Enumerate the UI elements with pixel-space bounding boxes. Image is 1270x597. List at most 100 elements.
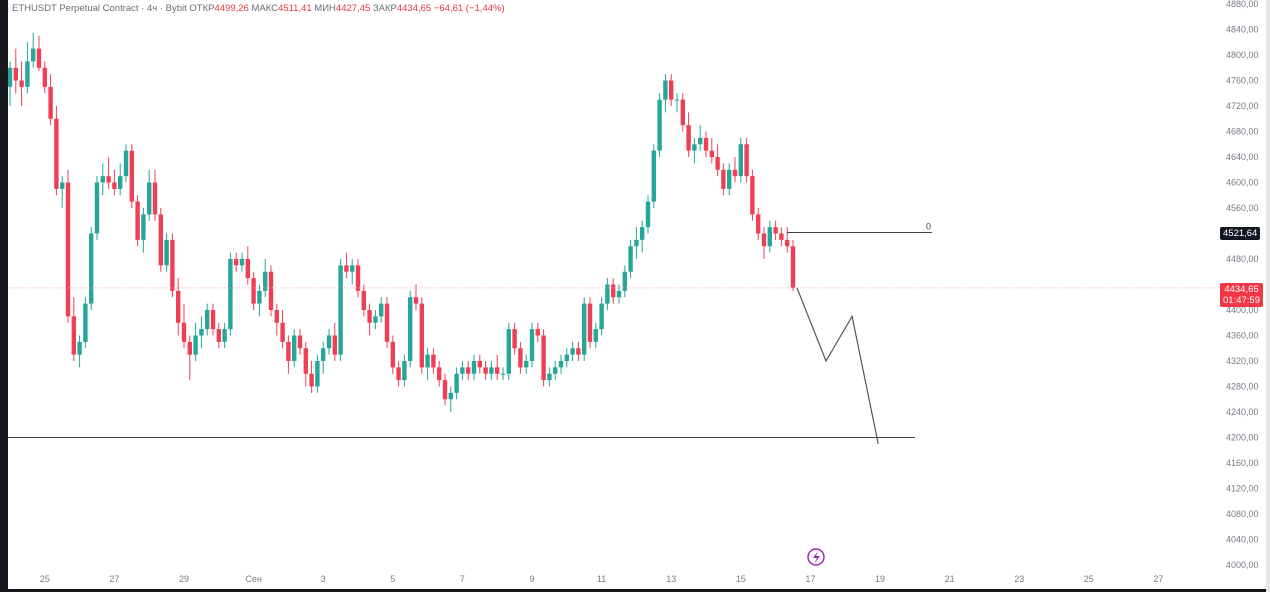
price-axis: 4000,00 4040,00 4080,00 4120,00 4160,00 4200,…	[1226, 0, 1259, 570]
candle-body	[738, 144, 743, 177]
candle-body	[170, 239, 175, 291]
candle-body	[408, 297, 413, 361]
low-value: 4427,45	[335, 3, 371, 14]
y-tick-label: 4800,00	[1226, 50, 1259, 60]
candle-body	[297, 335, 303, 349]
candle-body	[350, 265, 355, 272]
candle-body	[379, 303, 384, 317]
drawing-zero-label: 0	[926, 221, 931, 231]
change-value: −64,61 (−1,44%)	[433, 3, 505, 14]
candle-body	[593, 329, 598, 342]
candle-body	[599, 303, 604, 330]
candle-body	[674, 99, 680, 101]
candle-body	[535, 329, 540, 336]
candle-body	[419, 303, 424, 368]
candle-body	[193, 335, 198, 355]
candle-body	[744, 144, 749, 177]
candle-body	[141, 214, 146, 240]
candle-body	[48, 86, 53, 119]
candle-body	[245, 259, 250, 279]
projection-path	[796, 287, 879, 444]
candle-body	[506, 329, 511, 374]
candle-body	[773, 227, 778, 234]
x-tick-label: 27	[1153, 574, 1163, 584]
candle-body	[448, 392, 453, 400]
candle-body	[326, 335, 332, 349]
candle-body	[176, 290, 181, 323]
candle-body	[321, 348, 326, 361]
level-price-badge: 4521,64	[1220, 227, 1261, 240]
candle-body	[756, 214, 761, 234]
candle-body	[355, 265, 361, 291]
open-value: 4499,26	[214, 3, 249, 14]
candle-body	[413, 297, 419, 304]
candle-body	[292, 335, 297, 361]
candle-body	[31, 48, 36, 62]
high-value: 4511,41	[278, 3, 312, 14]
candle-body	[512, 329, 517, 349]
candle-body	[239, 259, 245, 266]
candle-body	[460, 367, 465, 374]
x-tick-label: 5	[390, 574, 395, 584]
close-value: 4434,65	[396, 3, 432, 14]
y-tick-label: 4160,00	[1226, 458, 1259, 468]
x-tick-label: Сен	[245, 574, 262, 584]
y-tick-label: 4200,00	[1226, 433, 1259, 443]
y-tick-label: 4480,00	[1226, 254, 1259, 264]
candle-body	[634, 239, 639, 247]
candle-body	[489, 367, 494, 374]
candle-body	[669, 80, 674, 100]
y-tick-label: 4040,00	[1226, 535, 1259, 545]
candle-body	[42, 67, 47, 87]
candle-body	[483, 367, 488, 374]
candle-body	[437, 367, 442, 381]
candle-body	[518, 348, 523, 368]
candle-body	[703, 137, 709, 151]
candle-body	[477, 361, 482, 368]
candle-body	[524, 361, 529, 368]
candle-body	[112, 182, 117, 189]
open-label: ОТКР	[189, 3, 215, 14]
candle-body	[338, 265, 343, 355]
candle-body	[582, 303, 587, 355]
x-tick-label: 27	[109, 574, 119, 584]
candle-body	[587, 303, 593, 342]
high-label: МАКС	[251, 3, 279, 14]
candle-body	[280, 322, 285, 342]
candle-body	[785, 239, 790, 247]
candle-body	[36, 48, 42, 68]
x-tick-label: 21	[945, 574, 955, 584]
candle-body	[158, 214, 163, 266]
candle-body	[541, 335, 546, 381]
candle-body	[361, 290, 366, 310]
candle-body	[767, 227, 772, 247]
candle-body	[54, 118, 59, 189]
lightning-circle-icon[interactable]	[807, 548, 825, 566]
bottom-edge-bar	[0, 589, 1270, 592]
candle-body	[187, 341, 192, 355]
candle-body	[65, 182, 71, 317]
candle-body	[466, 367, 471, 374]
candle-body	[315, 361, 320, 387]
x-tick-label: 23	[1014, 574, 1024, 584]
candle-body	[263, 271, 268, 291]
candle-body	[344, 265, 349, 272]
candle-body	[274, 310, 279, 323]
candle-body	[605, 284, 610, 304]
candle-body	[431, 354, 436, 368]
y-tick-label: 4320,00	[1226, 356, 1259, 366]
candle-body	[129, 150, 134, 202]
x-tick-label: 17	[805, 574, 815, 584]
candle-body	[216, 329, 221, 342]
candle-body	[205, 310, 210, 330]
candle-body	[622, 271, 627, 291]
candle-body	[727, 169, 732, 189]
candle-body	[257, 290, 262, 304]
candle-body	[657, 99, 662, 151]
candle-body	[640, 227, 645, 240]
candle-body	[251, 278, 256, 304]
candle-body	[135, 201, 140, 240]
candle-body	[77, 341, 82, 355]
